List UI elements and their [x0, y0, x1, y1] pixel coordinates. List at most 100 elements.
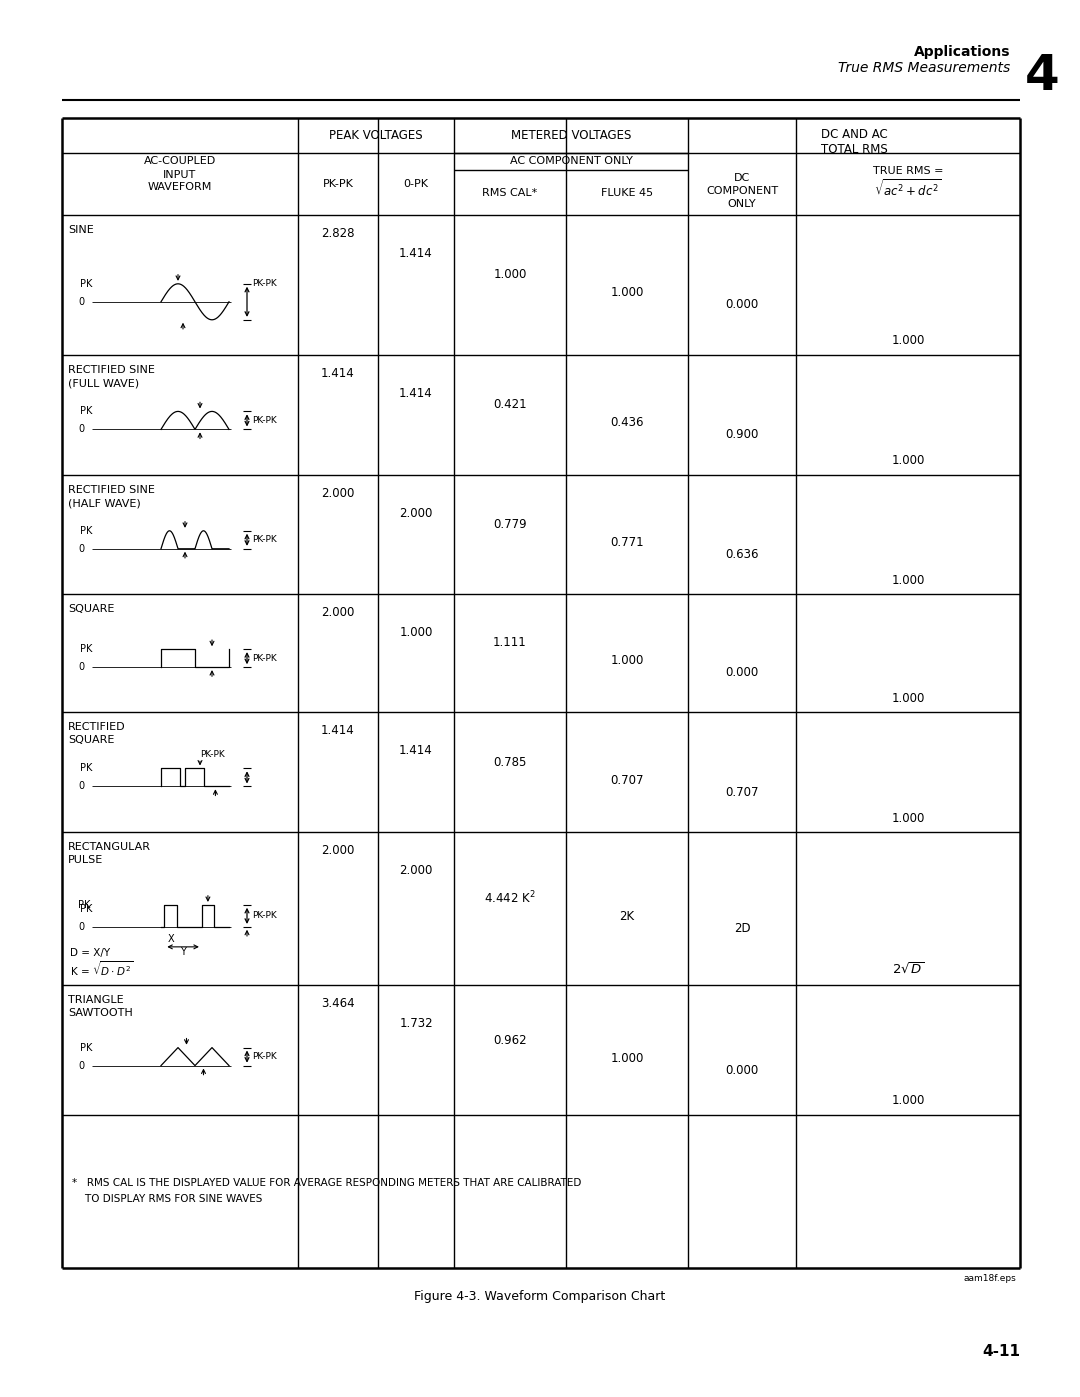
Text: 0: 0 — [78, 662, 84, 672]
Text: 1.000: 1.000 — [891, 1094, 924, 1108]
Text: True RMS Measurements: True RMS Measurements — [838, 61, 1010, 75]
Text: 2K: 2K — [620, 909, 635, 923]
Text: 0.900: 0.900 — [726, 429, 758, 441]
Text: 0.421: 0.421 — [494, 398, 527, 412]
Text: 1.111: 1.111 — [494, 637, 527, 650]
Text: 0: 0 — [78, 922, 84, 932]
Text: TRIANGLE: TRIANGLE — [68, 995, 123, 1004]
Text: 2D: 2D — [733, 922, 751, 935]
Text: Applications: Applications — [914, 45, 1010, 59]
Text: 0.785: 0.785 — [494, 756, 527, 768]
Text: 0.636: 0.636 — [726, 548, 759, 562]
Text: 1.414: 1.414 — [400, 247, 433, 260]
Text: 1.414: 1.414 — [400, 745, 433, 757]
Text: PK: PK — [80, 763, 93, 774]
Text: TO DISPLAY RMS FOR SINE WAVES: TO DISPLAY RMS FOR SINE WAVES — [72, 1194, 262, 1204]
Text: COMPONENT: COMPONENT — [706, 186, 778, 196]
Text: METERED VOLTAGES: METERED VOLTAGES — [511, 129, 631, 142]
Text: 1.414: 1.414 — [400, 387, 433, 400]
Text: AC-COUPLED: AC-COUPLED — [144, 156, 216, 166]
Text: 0-PK: 0-PK — [404, 179, 429, 189]
Text: INPUT: INPUT — [163, 169, 197, 179]
Text: $\sqrt{ac^2 + dc^2}$: $\sqrt{ac^2 + dc^2}$ — [875, 179, 942, 200]
Text: K = $\sqrt{D \cdot D^2}$: K = $\sqrt{D \cdot D^2}$ — [70, 960, 133, 978]
Text: 0: 0 — [78, 296, 84, 307]
Text: 2.000: 2.000 — [400, 507, 433, 520]
Text: PK: PK — [80, 407, 93, 416]
Text: SAWTOOTH: SAWTOOTH — [68, 1009, 133, 1018]
Text: FLUKE 45: FLUKE 45 — [600, 187, 653, 197]
Text: TOTAL RMS: TOTAL RMS — [821, 142, 888, 156]
Text: PK: PK — [78, 900, 91, 909]
Text: *   RMS CAL IS THE DISPLAYED VALUE FOR AVERAGE RESPONDING METERS THAT ARE CALIBR: * RMS CAL IS THE DISPLAYED VALUE FOR AVE… — [72, 1179, 581, 1189]
Text: X: X — [167, 933, 174, 944]
Text: 0: 0 — [78, 425, 84, 434]
Text: 0: 0 — [78, 1060, 84, 1070]
Text: Figure 4-3. Waveform Comparison Chart: Figure 4-3. Waveform Comparison Chart — [415, 1289, 665, 1303]
Text: DC: DC — [734, 173, 751, 183]
Text: RECTIFIED: RECTIFIED — [68, 722, 125, 732]
Text: 0.436: 0.436 — [610, 416, 644, 429]
Text: PEAK VOLTAGES: PEAK VOLTAGES — [329, 129, 422, 142]
Text: PK: PK — [80, 1042, 93, 1052]
Text: 0.000: 0.000 — [726, 666, 758, 679]
Text: RECTANGULAR: RECTANGULAR — [68, 842, 151, 852]
Text: 0.962: 0.962 — [494, 1034, 527, 1046]
Text: 1.732: 1.732 — [400, 1017, 433, 1030]
Text: SQUARE: SQUARE — [68, 604, 114, 615]
Text: AC COMPONENT ONLY: AC COMPONENT ONLY — [510, 156, 633, 166]
Text: PK-PK: PK-PK — [252, 535, 276, 545]
Text: TRUE RMS =: TRUE RMS = — [873, 166, 943, 176]
Text: PK-PK: PK-PK — [252, 654, 276, 662]
Text: PK-PK: PK-PK — [252, 911, 276, 921]
Text: 1.000: 1.000 — [891, 454, 924, 468]
Text: WAVEFORM: WAVEFORM — [148, 183, 212, 193]
Text: PK: PK — [80, 525, 93, 536]
Text: 1.000: 1.000 — [891, 574, 924, 587]
Text: $2\sqrt{D}$: $2\sqrt{D}$ — [892, 961, 924, 977]
Text: 4: 4 — [1025, 52, 1059, 101]
Text: aam18f.eps: aam18f.eps — [963, 1274, 1016, 1282]
Text: 1.414: 1.414 — [321, 367, 355, 380]
Text: D = X/Y: D = X/Y — [70, 949, 110, 958]
Text: PK: PK — [80, 644, 93, 654]
Text: 1.000: 1.000 — [610, 286, 644, 299]
Text: ONLY: ONLY — [728, 198, 756, 210]
Text: 1.000: 1.000 — [610, 1052, 644, 1065]
Text: 0.707: 0.707 — [610, 774, 644, 787]
Text: 2.000: 2.000 — [400, 863, 433, 877]
Text: 0.000: 0.000 — [726, 1063, 758, 1077]
Text: 4.442 K$^2$: 4.442 K$^2$ — [484, 890, 536, 907]
Text: 0.779: 0.779 — [494, 518, 527, 531]
Text: PK-PK: PK-PK — [252, 416, 276, 425]
Text: PK-PK: PK-PK — [200, 750, 225, 759]
Text: 1.000: 1.000 — [610, 655, 644, 668]
Text: PULSE: PULSE — [68, 855, 104, 865]
Text: 0.771: 0.771 — [610, 536, 644, 549]
Text: PK-PK: PK-PK — [252, 1052, 276, 1062]
Text: 1.000: 1.000 — [891, 812, 924, 824]
Text: SINE: SINE — [68, 225, 94, 235]
Text: RECTIFIED SINE: RECTIFIED SINE — [68, 365, 154, 374]
Text: 0.000: 0.000 — [726, 299, 758, 312]
Text: PK: PK — [80, 279, 93, 289]
Text: (HALF WAVE): (HALF WAVE) — [68, 497, 140, 509]
Text: DC AND AC: DC AND AC — [821, 129, 888, 141]
Text: 2.000: 2.000 — [322, 844, 354, 856]
Text: 2.828: 2.828 — [321, 226, 354, 240]
Text: SQUARE: SQUARE — [68, 735, 114, 745]
Text: 3.464: 3.464 — [321, 997, 355, 1010]
Text: 1.000: 1.000 — [891, 692, 924, 704]
Text: 1.000: 1.000 — [400, 626, 433, 638]
Text: 1.414: 1.414 — [321, 724, 355, 738]
Text: 0: 0 — [78, 781, 84, 791]
Text: PK: PK — [80, 904, 93, 914]
Text: 4-11: 4-11 — [982, 1344, 1020, 1359]
Text: Y: Y — [180, 947, 186, 957]
Text: 0.707: 0.707 — [726, 785, 759, 799]
Text: 2.000: 2.000 — [322, 606, 354, 619]
Text: (FULL WAVE): (FULL WAVE) — [68, 379, 139, 388]
Text: PK-PK: PK-PK — [252, 279, 276, 288]
Text: 1.000: 1.000 — [891, 334, 924, 348]
Text: RECTIFIED SINE: RECTIFIED SINE — [68, 485, 154, 495]
